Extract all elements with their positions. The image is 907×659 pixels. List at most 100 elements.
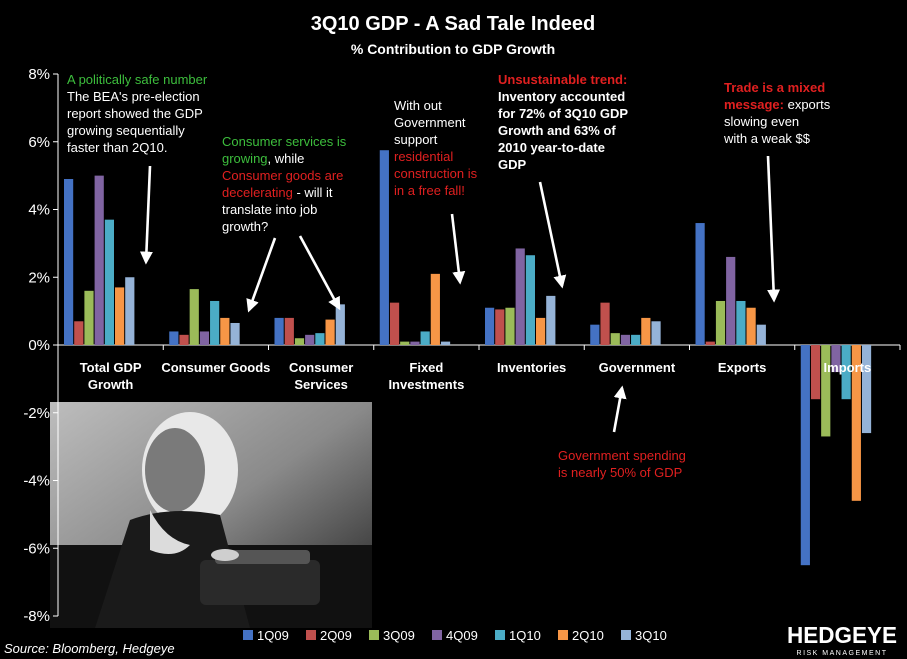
bar-3Q10-3 xyxy=(440,341,451,345)
y-tick-label: 6% xyxy=(28,134,50,151)
bar-2Q09-1 xyxy=(179,334,189,345)
bar-1Q09-1 xyxy=(169,331,179,345)
hedgeye-logo: HEDGEYE RISK MANAGEMENT xyxy=(787,622,897,657)
arrow-consumer-services xyxy=(298,235,341,311)
legend-swatch xyxy=(495,630,505,640)
bar-2Q09-3 xyxy=(389,302,400,345)
bar-1Q09-2 xyxy=(274,317,284,345)
bar-2Q10-1 xyxy=(220,317,230,345)
bar-1Q09-6 xyxy=(695,223,705,345)
annotation-5: Government spending is nearly 50% of GDP xyxy=(558,448,686,480)
bar-1Q09-0 xyxy=(64,179,74,345)
bar-3Q09-6 xyxy=(715,300,726,345)
bar-4Q09-7 xyxy=(831,345,841,373)
bar-1Q10-0 xyxy=(104,219,114,345)
bar-4Q09-1 xyxy=(199,331,210,345)
bar-3Q09-4 xyxy=(505,307,515,345)
arrow-consumer-goods xyxy=(246,237,277,313)
legend-label: 2Q09 xyxy=(320,628,352,643)
bar-1Q09-7 xyxy=(800,345,810,566)
bar-2Q09-5 xyxy=(600,302,610,345)
bar-3Q09-1 xyxy=(189,289,199,345)
bar-2Q09-2 xyxy=(284,317,294,345)
bar-2Q09-0 xyxy=(74,321,84,345)
legend-label: 4Q09 xyxy=(446,628,478,643)
bar-3Q09-3 xyxy=(400,341,410,345)
bar-4Q09-2 xyxy=(305,334,315,345)
y-axis: 8% 6% 4% 2% 0% -2% -4% -6% -8% xyxy=(23,66,901,625)
legend-swatch xyxy=(243,630,253,640)
annotations: A politically safe number The BEA's pre-e… xyxy=(67,72,831,480)
series-3Q10 xyxy=(125,277,872,434)
legend-label: 2Q10 xyxy=(572,628,604,643)
bar-3Q09-2 xyxy=(294,338,305,345)
bar-4Q09-5 xyxy=(620,334,631,345)
category-labels: Total GDP Growth Consumer Goods Consumer Ser… xyxy=(80,360,872,392)
legend-item-2Q10: 2Q10 xyxy=(558,628,604,643)
legend-swatch xyxy=(621,630,631,640)
annotation-2: With out Government support residential cons… xyxy=(394,98,478,198)
category-label: Consumer Goods xyxy=(161,360,270,375)
legend-item-2Q09: 2Q09 xyxy=(306,628,352,643)
arrow-inventories xyxy=(538,181,567,289)
chart-title: 3Q10 GDP - A Sad Tale Indeed xyxy=(311,13,596,35)
bar-1Q10-3 xyxy=(420,331,430,345)
bar-2Q10-7 xyxy=(851,345,861,501)
annotation-0: A politically safe number The BEA's pre-e… xyxy=(67,72,208,155)
legend-swatch xyxy=(432,630,442,640)
series-2Q10 xyxy=(115,273,861,501)
bar-4Q09-3 xyxy=(410,341,420,345)
bar-2Q09-6 xyxy=(705,341,715,345)
category-label: Imports xyxy=(824,360,872,375)
legend: 1Q09 2Q09 3Q09 4Q09 1Q10 2Q10 3Q10 xyxy=(243,628,667,643)
bar-2Q09-4 xyxy=(495,309,505,345)
arrow-government xyxy=(612,385,627,433)
bar-3Q10-2 xyxy=(335,304,345,345)
bar-2Q10-6 xyxy=(746,307,756,345)
y-tick-label: -6% xyxy=(23,540,50,557)
bar-3Q10-0 xyxy=(125,277,135,345)
y-tick-label: 8% xyxy=(28,66,50,83)
arrow-total-gdp xyxy=(139,165,153,265)
bar-3Q10-4 xyxy=(546,295,556,345)
legend-swatch xyxy=(306,630,316,640)
legend-swatch xyxy=(369,630,379,640)
annotation-1: Consumer services is growing, while Consum… xyxy=(222,134,347,234)
chart-subtitle: % Contribution to GDP Growth xyxy=(351,41,555,57)
bar-3Q09-5 xyxy=(610,333,620,345)
bar-3Q09-7 xyxy=(821,345,831,437)
bar-3Q10-7 xyxy=(861,345,872,434)
legend-label: 1Q09 xyxy=(257,628,289,643)
legend-item-4Q09: 4Q09 xyxy=(432,628,478,643)
series-1Q10 xyxy=(104,219,851,400)
bar-1Q10-2 xyxy=(315,333,325,345)
category-label: Inventories xyxy=(497,360,566,375)
arrow-exports xyxy=(766,155,781,303)
bar-1Q10-1 xyxy=(210,300,220,345)
logo-brand: HEDGEYE xyxy=(787,622,897,648)
category-label: Consumer Services xyxy=(289,360,353,392)
bar-3Q09-0 xyxy=(84,290,94,345)
bar-3Q10-5 xyxy=(651,321,661,345)
legend-label: 1Q10 xyxy=(509,628,541,643)
category-label: Exports xyxy=(718,360,766,375)
bar-1Q10-4 xyxy=(525,255,535,345)
bars xyxy=(64,150,872,566)
legend-swatch xyxy=(558,630,568,640)
annotation-arrows xyxy=(139,155,781,433)
legend-item-1Q10: 1Q10 xyxy=(495,628,541,643)
photo-man-at-typewriter xyxy=(50,402,372,628)
bar-2Q10-3 xyxy=(430,273,440,345)
bar-3Q10-6 xyxy=(756,324,766,345)
bar-1Q10-5 xyxy=(631,334,641,345)
legend-label: 3Q09 xyxy=(383,628,415,643)
y-tick-label: -8% xyxy=(23,608,50,625)
arrow-fixed-investments xyxy=(450,213,466,285)
bar-2Q09-7 xyxy=(810,345,821,400)
source-note: Source: Bloomberg, Hedgeye xyxy=(4,641,175,656)
legend-item-3Q10: 3Q10 xyxy=(621,628,667,643)
bar-1Q10-6 xyxy=(736,300,746,345)
bar-2Q10-2 xyxy=(325,319,335,345)
y-tick-label: 4% xyxy=(28,202,50,219)
legend-item-3Q09: 3Q09 xyxy=(369,628,415,643)
